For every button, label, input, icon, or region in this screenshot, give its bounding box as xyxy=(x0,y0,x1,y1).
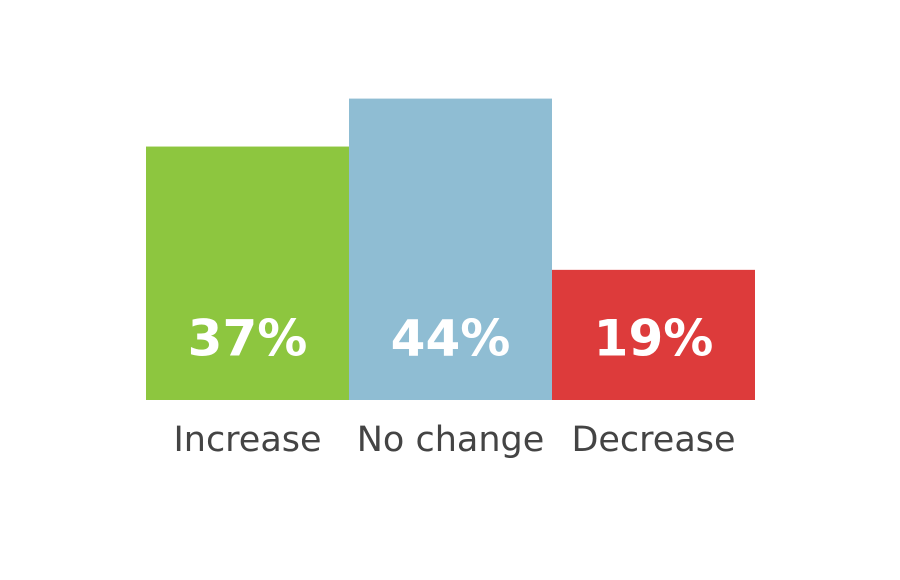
category-label: Increase xyxy=(173,420,321,460)
bar xyxy=(349,98,552,400)
value-label: 37% xyxy=(188,310,308,368)
category-label: Decrease xyxy=(571,420,735,460)
bar xyxy=(552,269,755,400)
bar xyxy=(146,146,349,400)
value-label: 44% xyxy=(391,310,511,368)
value-label: 19% xyxy=(594,310,714,368)
category-label: No change xyxy=(357,420,545,460)
